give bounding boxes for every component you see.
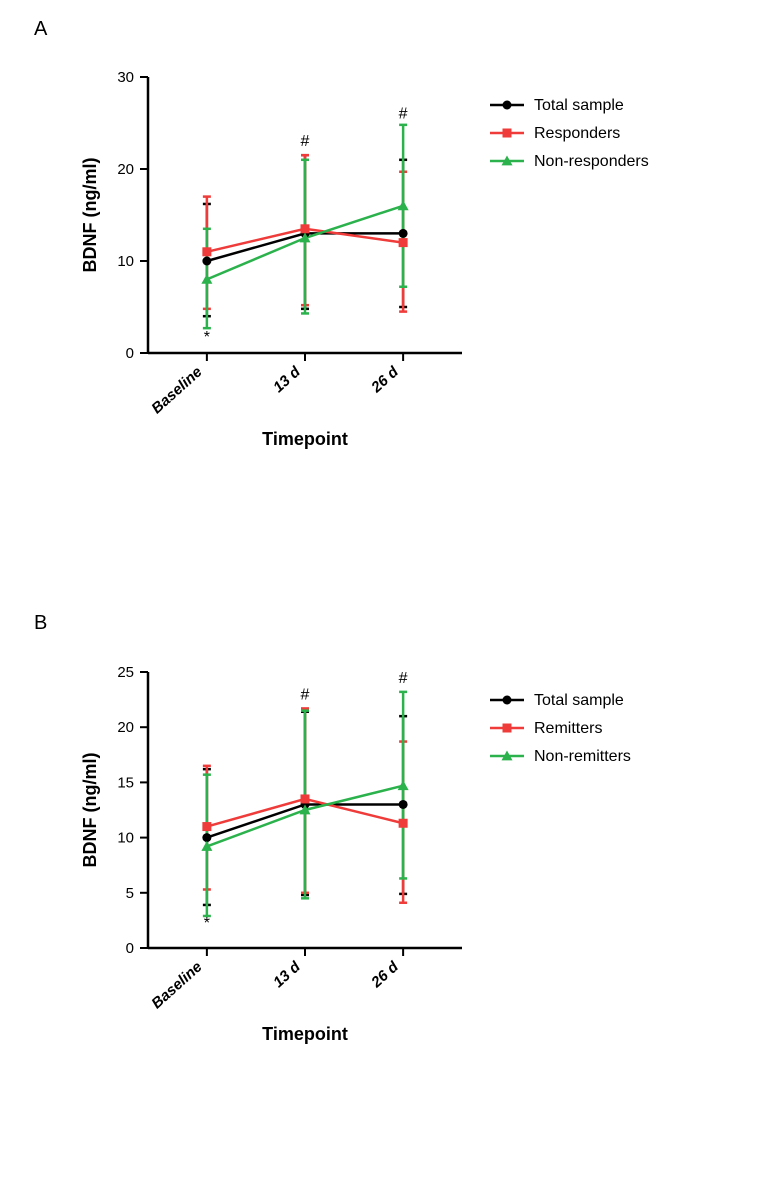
panel-b-label: B	[34, 612, 47, 635]
svg-text:Total sample: Total sample	[534, 692, 624, 709]
chart-a: 0 10 20 30 Baseline 13 d 26 d BDNF (ng/ml) Timep…	[70, 55, 730, 485]
svg-text:#: #	[399, 105, 408, 122]
svg-text:26 d: 26 d	[367, 363, 402, 397]
svg-text:#: #	[301, 133, 310, 150]
svg-text:30: 30	[117, 69, 134, 86]
panel-a-label: A	[34, 18, 47, 41]
svg-text:BDNF (ng/ml): BDNF (ng/ml)	[80, 753, 100, 868]
svg-text:Timepoint: Timepoint	[262, 1024, 348, 1044]
svg-text:10: 10	[117, 253, 134, 270]
svg-text:26 d: 26 d	[367, 958, 402, 992]
svg-text:#: #	[399, 670, 408, 687]
svg-text:20: 20	[117, 161, 134, 178]
svg-text:15: 15	[117, 774, 134, 791]
svg-text:10: 10	[117, 830, 134, 847]
svg-text:*: *	[204, 329, 210, 346]
svg-text:20: 20	[117, 719, 134, 736]
svg-text:#: #	[301, 687, 310, 704]
svg-text:25: 25	[117, 664, 134, 681]
svg-text:Non-responders: Non-responders	[534, 153, 649, 170]
svg-text:0: 0	[126, 345, 134, 362]
svg-text:Responders: Responders	[534, 125, 620, 142]
svg-text:Baseline: Baseline	[148, 958, 205, 1012]
svg-text:Timepoint: Timepoint	[262, 429, 348, 449]
svg-text:5: 5	[126, 885, 134, 902]
svg-text:*: *	[204, 915, 210, 932]
svg-text:Remitters: Remitters	[534, 720, 602, 737]
svg-text:Total sample: Total sample	[534, 97, 624, 114]
svg-text:Baseline: Baseline	[148, 363, 205, 417]
svg-text:13 d: 13 d	[270, 958, 304, 991]
svg-text:BDNF (ng/ml): BDNF (ng/ml)	[80, 158, 100, 273]
chart-b: 0 5 10 15 20 25 Baseline 13 d 26 d BDNF (ng/ml) Ti…	[70, 650, 730, 1080]
svg-text:13 d: 13 d	[270, 363, 304, 396]
svg-text:0: 0	[126, 940, 134, 957]
svg-text:Non-remitters: Non-remitters	[534, 748, 631, 765]
